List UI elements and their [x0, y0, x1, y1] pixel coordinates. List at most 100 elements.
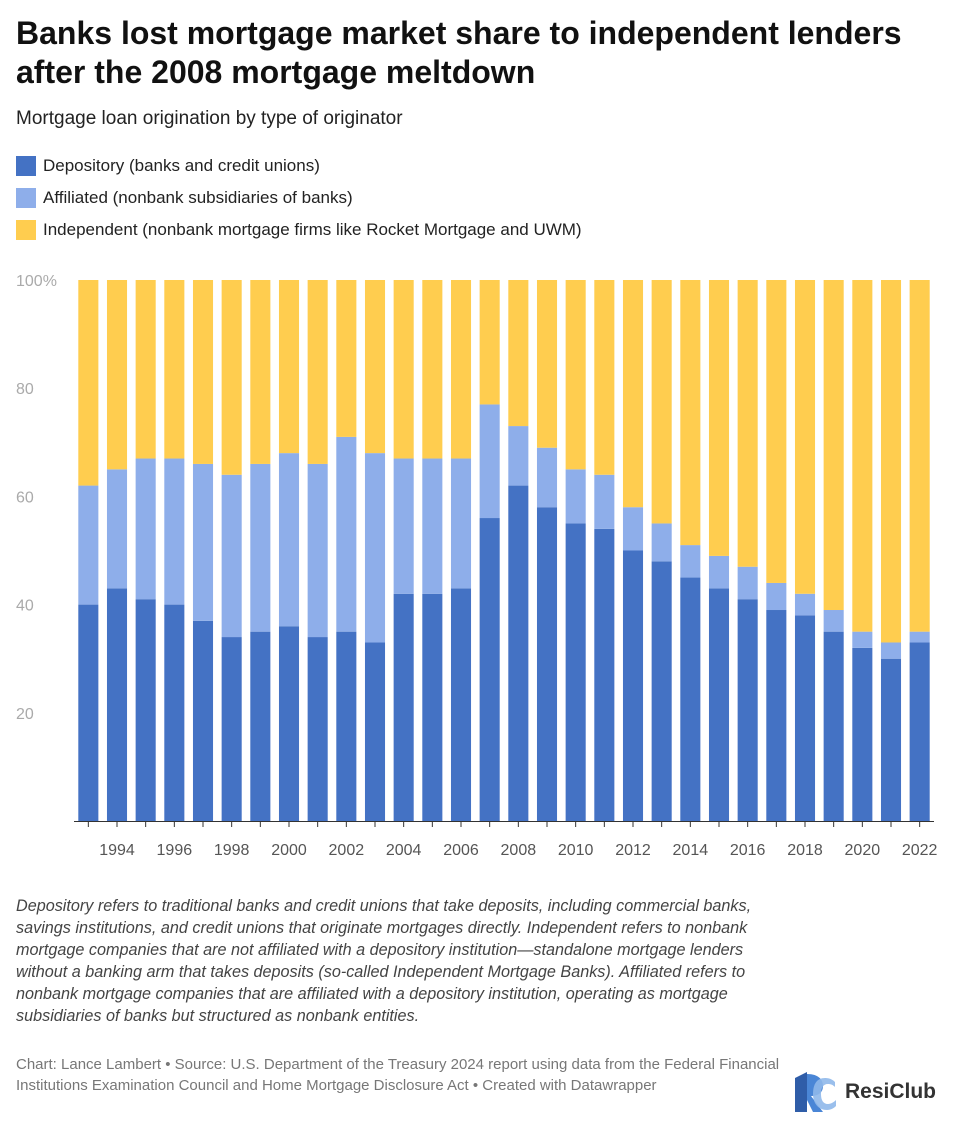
bar-depository-2006: [450, 588, 472, 821]
bar-affiliated-2019: [823, 610, 844, 632]
x-tick-label: 1998: [214, 842, 250, 859]
y-tick-label: 40: [16, 598, 34, 615]
bar-affiliated-1995: [135, 458, 156, 600]
bar-affiliated-1996: [164, 458, 185, 605]
chart-credits: Chart: Lance Lambert • Source: U.S. Depa…: [16, 1056, 780, 1094]
bar-depository-1997: [192, 620, 214, 821]
bar-depository-2022: [909, 642, 930, 821]
bar-independent-2008: [508, 280, 529, 427]
bar-affiliated-2014: [680, 545, 701, 578]
bar-affiliated-2004: [393, 458, 414, 594]
chart-subtitle: Mortgage loan origination by type of ori…: [16, 108, 403, 129]
chart-note: Depository refers to traditional banks a…: [16, 897, 752, 1025]
bar-independent-2000: [278, 280, 300, 454]
bar-independent-1997: [192, 280, 214, 464]
bar-independent-1994: [106, 280, 128, 470]
legend-item-affiliated: Affiliated (nonbank subsidiaries of bank…: [16, 182, 582, 214]
legend: Depository (banks and credit unions) Aff…: [16, 150, 582, 246]
x-tick-label: 2016: [730, 842, 766, 859]
bar-affiliated-2005: [422, 458, 443, 594]
x-tick-label: 2012: [615, 842, 651, 859]
bar-affiliated-2020: [852, 631, 873, 648]
bar-depository-2001: [307, 637, 328, 821]
bar-depository-1999: [250, 631, 271, 821]
bar-independent-1995: [135, 280, 156, 459]
bar-depository-2003: [364, 642, 386, 821]
bar-depository-2014: [680, 577, 701, 821]
bar-affiliated-2015: [708, 555, 730, 589]
y-tick-label: 100%: [16, 273, 57, 290]
legend-swatch-affiliated: [16, 188, 36, 208]
bar-affiliated-2017: [766, 582, 787, 611]
bar-depository-2012: [622, 550, 644, 821]
legend-label-depository: Depository (banks and credit unions): [43, 156, 320, 175]
bar-depository-2008: [508, 485, 529, 821]
bar-depository-2009: [536, 507, 558, 821]
y-tick-label: 60: [16, 489, 34, 506]
bar-independent-2007: [479, 280, 500, 405]
bar-affiliated-1999: [250, 463, 271, 632]
bar-independent-2013: [651, 280, 672, 524]
bar-independent-2004: [393, 280, 414, 459]
legend-swatch-independent: [16, 220, 36, 240]
bar-depository-2021: [880, 658, 902, 821]
x-tick-label: 2020: [845, 842, 881, 859]
chart-title: Banks lost mortgage market share to inde…: [16, 15, 902, 90]
bar-affiliated-1993: [78, 485, 99, 605]
x-tick-label: 2000: [271, 842, 307, 859]
bar-affiliated-2008: [508, 426, 529, 486]
bar-affiliated-2010: [565, 469, 586, 524]
x-tick-label: 2010: [558, 842, 594, 859]
bar-independent-1998: [221, 280, 242, 475]
bar-independent-2017: [766, 280, 787, 583]
bar-depository-2002: [336, 631, 357, 821]
bar-affiliated-1994: [106, 469, 128, 589]
y-tick-label: 20: [16, 706, 34, 723]
bar-independent-2020: [852, 280, 873, 632]
bar-depository-2013: [651, 561, 672, 821]
bar-depository-1996: [164, 604, 185, 821]
bar-affiliated-2007: [479, 404, 500, 519]
bar-depository-2015: [708, 588, 730, 821]
bar-depository-2019: [823, 631, 844, 821]
bar-depository-2004: [393, 593, 414, 821]
x-tick-label: 2004: [386, 842, 422, 859]
bar-independent-1999: [250, 280, 271, 464]
bar-affiliated-2011: [594, 474, 615, 529]
bar-affiliated-2018: [794, 593, 816, 616]
bar-independent-2006: [450, 280, 472, 459]
bar-affiliated-1998: [221, 474, 242, 638]
brand-name: ResiClub: [845, 1080, 937, 1103]
bar-independent-2016: [737, 280, 758, 567]
bar-affiliated-2000: [278, 453, 300, 627]
x-tick-label: 2002: [329, 842, 365, 859]
bar-depository-1994: [106, 588, 128, 821]
bar-independent-2019: [823, 280, 844, 611]
legend-label-affiliated: Affiliated (nonbank subsidiaries of bank…: [43, 188, 353, 207]
bar-depository-2011: [594, 528, 615, 821]
bar-depository-2020: [852, 647, 873, 821]
legend-swatch-depository: [16, 156, 36, 176]
bar-independent-2010: [565, 280, 586, 470]
bar-depository-2016: [737, 599, 758, 821]
legend-label-independent: Independent (nonbank mortgage firms like…: [43, 220, 582, 239]
bar-affiliated-2012: [622, 507, 644, 551]
bar-depository-2000: [278, 626, 300, 821]
y-tick-label: 80: [16, 381, 34, 398]
bar-independent-2005: [422, 280, 443, 459]
bar-depository-2005: [422, 593, 443, 821]
bar-affiliated-2016: [737, 566, 758, 600]
bar-depository-2017: [766, 610, 787, 821]
x-tick-label: 2008: [501, 842, 537, 859]
bar-depository-2010: [565, 523, 586, 821]
x-tick-label: 2022: [902, 842, 938, 859]
bar-affiliated-1997: [192, 463, 214, 621]
bar-depository-1998: [221, 637, 242, 821]
x-tick-label: 2018: [787, 842, 823, 859]
bar-depository-1993: [78, 604, 99, 821]
bar-independent-2012: [622, 280, 644, 508]
bar-affiliated-2001: [307, 463, 328, 638]
bar-independent-1993: [78, 280, 99, 486]
bar-depository-2018: [794, 615, 816, 821]
bar-affiliated-2006: [450, 458, 472, 589]
